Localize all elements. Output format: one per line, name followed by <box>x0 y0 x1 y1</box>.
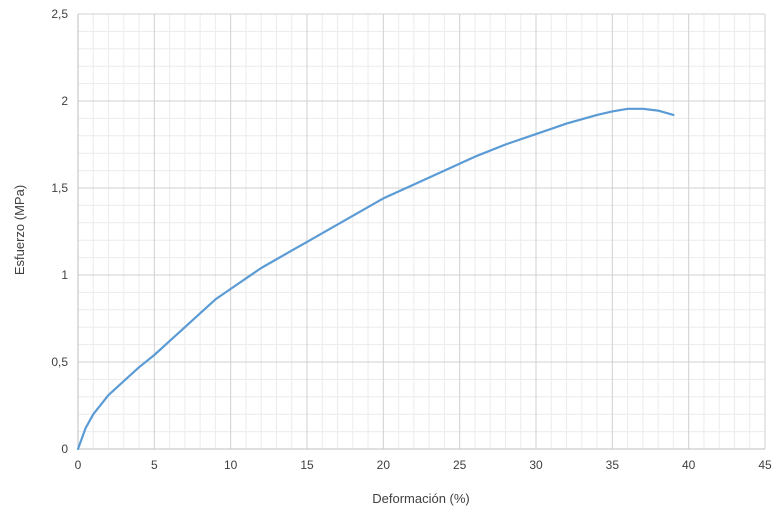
x-axis-label: Deformación (%) <box>372 491 470 506</box>
x-tick-label: 40 <box>682 458 696 472</box>
y-tick-label: 2,5 <box>51 7 68 21</box>
x-tick-label: 35 <box>606 458 620 472</box>
y-tick-label: 1 <box>61 268 68 282</box>
y-tick-label: 2 <box>61 94 68 108</box>
series-line <box>76 107 675 451</box>
x-tick-label: 15 <box>300 458 314 472</box>
y-tick-label: 1,5 <box>51 181 68 195</box>
y-tick-labels: 0 0,5 1 1,5 2 2,5 <box>51 7 68 456</box>
x-tick-label: 45 <box>758 458 772 472</box>
x-tick-label: 25 <box>453 458 467 472</box>
x-tick-label: 10 <box>224 458 238 472</box>
major-gridlines <box>77 13 766 450</box>
x-tick-label: 30 <box>529 458 543 472</box>
axes <box>77 14 765 450</box>
minor-gridlines <box>78 14 765 449</box>
x-tick-label: 0 <box>75 458 82 472</box>
y-tick-label: 0,5 <box>51 355 68 369</box>
y-axis-label: Esfuerzo (MPa) <box>12 185 27 275</box>
x-tick-labels: 0 5 10 15 20 25 30 35 40 45 <box>75 458 772 472</box>
x-tick-label: 5 <box>151 458 158 472</box>
x-tick-label: 20 <box>377 458 391 472</box>
y-tick-label: 0 <box>61 442 68 456</box>
series-layer <box>76 107 675 451</box>
